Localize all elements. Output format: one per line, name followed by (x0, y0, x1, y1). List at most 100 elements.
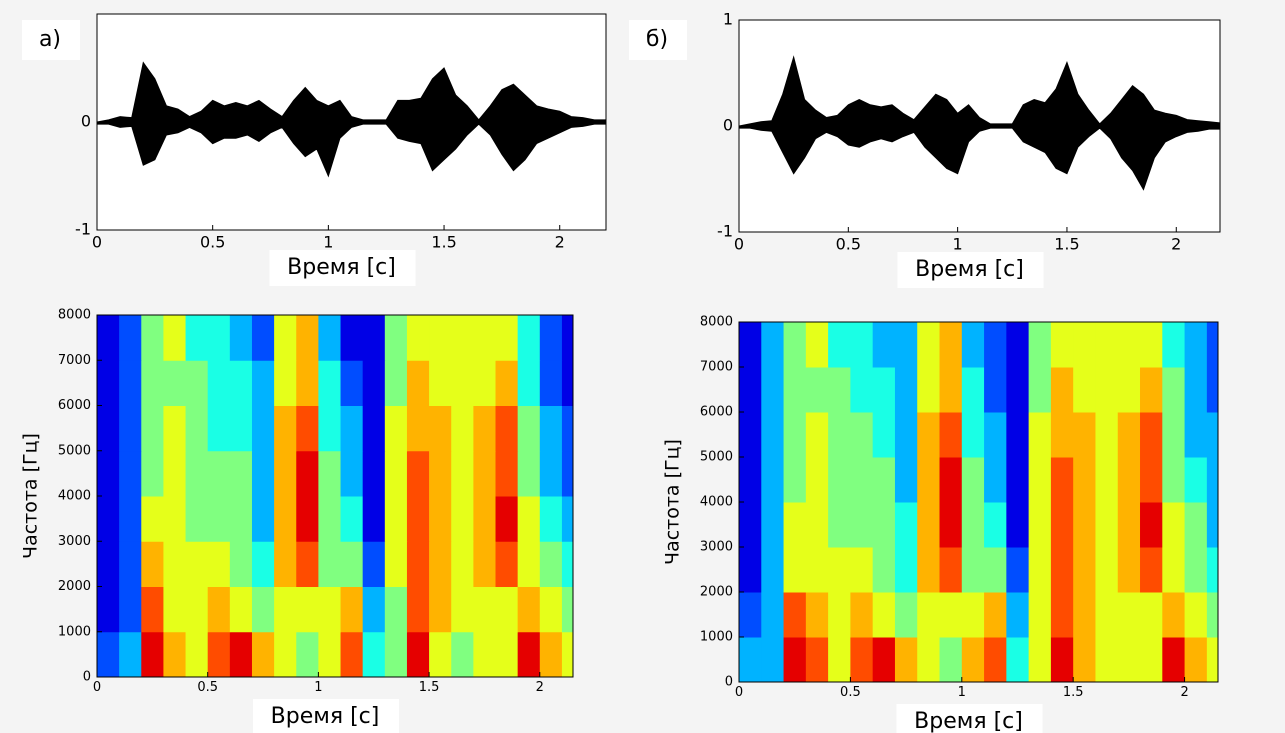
y-tick-label: 7000 (58, 353, 91, 368)
heat-cell (917, 547, 941, 593)
heat-cell (362, 631, 386, 677)
heat-cell (318, 360, 342, 406)
x-label: Время [с] (271, 704, 380, 729)
y-tick-label: 5000 (700, 450, 733, 465)
x-tick-label: 1.5 (419, 680, 440, 695)
heat-cell (1140, 502, 1163, 548)
heat-cell (828, 502, 851, 548)
heat-cell (362, 586, 386, 633)
heat-cell (429, 496, 452, 542)
heat-cell (739, 412, 762, 458)
heat-cell (163, 405, 187, 452)
heat-cell (1162, 412, 1186, 458)
heat-cell (1028, 592, 1052, 638)
y-tick-label: 1000 (58, 624, 91, 639)
y-label: Частота [Гц] (20, 433, 42, 559)
x-tick-label: 1.5 (431, 232, 456, 251)
heat-cell (939, 637, 963, 682)
heat-cell (1028, 547, 1052, 593)
heat-cell (984, 367, 1007, 413)
heat-cell (761, 547, 785, 593)
heat-cell (850, 322, 874, 368)
x-tick-label: 1 (314, 680, 322, 695)
heat-cell (1050, 367, 1074, 413)
heat-cell (163, 360, 187, 406)
heat-cell (539, 496, 563, 542)
heat-cell (141, 586, 164, 633)
heat-cell (939, 412, 963, 458)
heat-cell (1184, 457, 1208, 503)
heat-cell (1206, 502, 1218, 548)
heat-cell (805, 322, 829, 368)
heat-cell (163, 315, 187, 361)
heat-cell (251, 360, 275, 406)
heat-cell (984, 547, 1007, 593)
heat-cell (318, 496, 342, 542)
heat-cell (939, 457, 963, 503)
heat-cell (561, 405, 573, 452)
heat-cell (340, 586, 364, 633)
heat-cell (318, 631, 342, 677)
x-tick-label: 2 (1180, 685, 1188, 700)
heat-cell (473, 496, 497, 542)
heat-cell (163, 450, 187, 497)
y-tick-label: 0 (81, 112, 91, 131)
heat-cell (939, 547, 963, 593)
heat-cell (340, 360, 364, 406)
heat-cell (850, 592, 874, 638)
heat-cell (761, 502, 785, 548)
heat-cell (229, 360, 253, 406)
heat-cell (229, 496, 253, 542)
heat-cell (207, 496, 231, 542)
heat-cell (761, 637, 785, 682)
heat-cell (894, 592, 918, 638)
heat-cell (872, 592, 896, 638)
x-tick-label: 2 (1171, 234, 1181, 253)
heat-cell (1095, 322, 1119, 368)
y-tick-label: 7000 (700, 360, 733, 375)
heat-cell (1050, 322, 1074, 368)
x-tick-label: 1 (958, 685, 966, 700)
heat-cell (340, 631, 364, 677)
x-tick-label: 0.5 (840, 685, 861, 700)
heat-cell (1206, 457, 1218, 503)
y-tick-label: 5000 (58, 443, 91, 458)
heat-cell (539, 405, 563, 452)
heat-cell (1206, 322, 1218, 368)
heat-cell (1095, 547, 1119, 593)
heat-cell (1073, 322, 1096, 368)
heat-cell (828, 637, 851, 682)
heat-cell (739, 322, 762, 368)
heat-cell (207, 405, 231, 452)
heat-cell (163, 496, 187, 542)
heat-cell (1162, 457, 1186, 503)
x-label: Время [с] (287, 255, 396, 280)
heat-cell (384, 541, 408, 587)
heat-cell (97, 315, 120, 361)
heat-cell (406, 315, 430, 361)
heat-cell (961, 592, 985, 638)
heat-cell (406, 541, 430, 587)
heat-cell (939, 322, 963, 368)
y-tick-label: 6000 (700, 405, 733, 420)
heat-cell (340, 405, 364, 452)
y-tick-label: 1 (723, 10, 733, 29)
heat-cell (517, 586, 541, 633)
y-tick-label: 8000 (700, 315, 733, 330)
heat-cell (1095, 592, 1119, 638)
waveform (97, 61, 606, 178)
heat-cell (119, 450, 142, 497)
y-tick-label: 2000 (58, 579, 91, 594)
heat-cell (1206, 412, 1218, 458)
heat-cell (318, 586, 342, 633)
heat-cell (141, 405, 164, 452)
heat-cell (939, 367, 963, 413)
heat-cell (1162, 367, 1186, 413)
heat-cell (185, 541, 209, 587)
heat-cell (229, 315, 253, 361)
heat-cell (1184, 592, 1208, 638)
heat-cell (251, 631, 275, 677)
heat-cell (97, 586, 120, 633)
heat-cell (429, 541, 452, 587)
heat-cell (761, 457, 785, 503)
